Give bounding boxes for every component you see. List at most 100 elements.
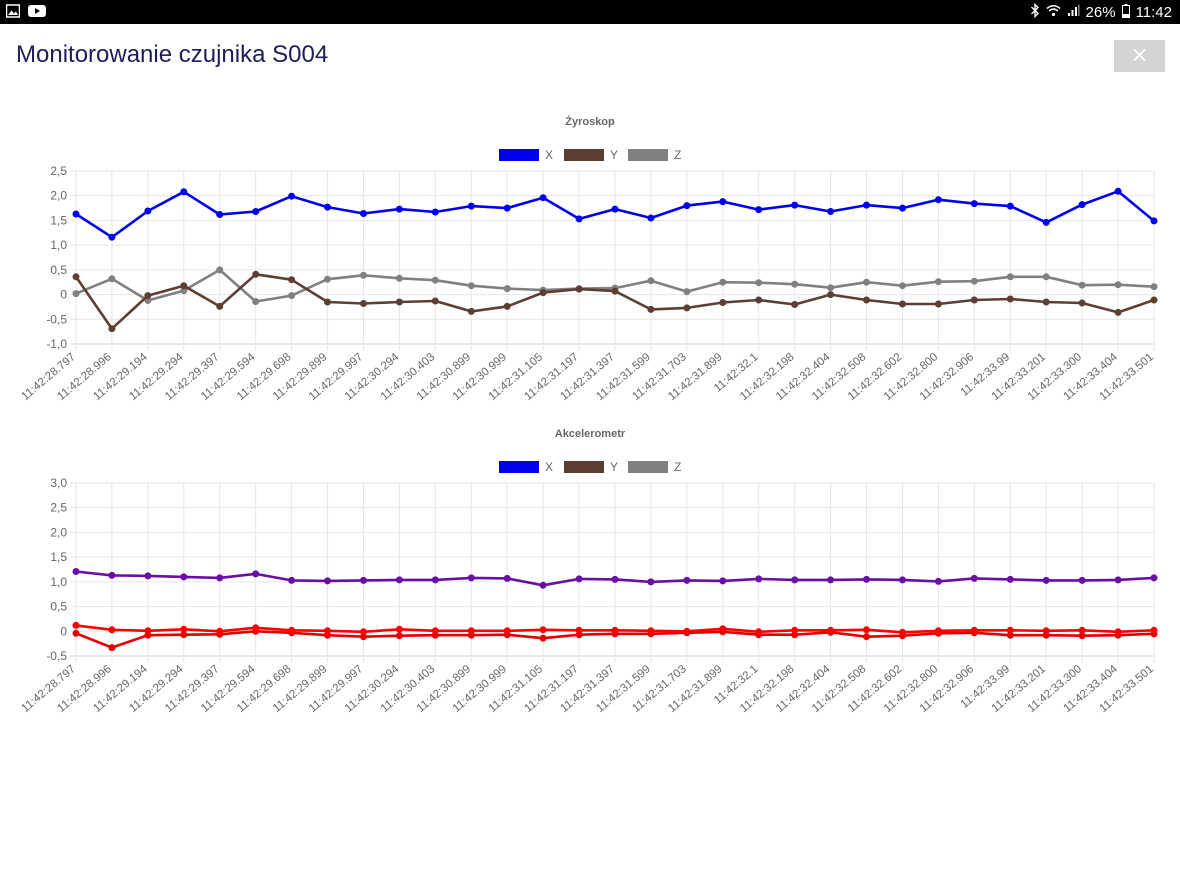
data-point-y	[827, 291, 835, 299]
data-point-x	[755, 206, 763, 214]
data-point-y	[899, 628, 906, 636]
y-tick-label: 2,0	[50, 189, 67, 203]
data-point-y	[72, 621, 80, 629]
data-point-y	[970, 626, 978, 634]
data-point-y	[611, 287, 619, 295]
data-point-x	[395, 576, 403, 584]
y-tick-label: 1,0	[50, 575, 67, 589]
youtube-icon	[28, 4, 46, 23]
data-point-x	[791, 201, 799, 209]
data-point-x	[575, 215, 583, 223]
data-point-y	[934, 627, 942, 635]
data-point-y	[611, 626, 619, 634]
data-point-y	[1078, 626, 1086, 634]
data-point-x	[899, 204, 906, 212]
data-point-x	[611, 575, 619, 583]
data-point-x	[1006, 575, 1014, 583]
data-point-x	[683, 202, 691, 210]
data-point-x	[827, 208, 835, 215]
y-tick-label: 0,5	[50, 600, 67, 614]
data-point-x	[899, 576, 906, 584]
data-point-y	[1042, 298, 1050, 306]
data-point-y	[791, 301, 799, 308]
data-point-y	[647, 627, 655, 635]
y-tick-label: -1,0	[46, 337, 67, 351]
data-point-z	[863, 633, 870, 641]
data-point-y	[683, 627, 691, 635]
data-point-x	[467, 574, 475, 582]
data-point-y	[791, 626, 799, 634]
data-point-y	[575, 285, 583, 293]
data-point-y	[1114, 308, 1122, 316]
data-point-y	[108, 626, 116, 634]
data-point-z	[72, 290, 80, 298]
legend-label-x: X	[545, 460, 553, 474]
data-point-y	[324, 627, 331, 635]
page-title: Monitorowanie czujnika S004	[16, 41, 329, 68]
legend-label-y: Y	[610, 148, 618, 162]
data-point-z	[647, 277, 655, 285]
data-point-x	[970, 200, 978, 208]
data-point-x	[108, 233, 116, 241]
data-point-y	[288, 276, 296, 284]
data-point-x	[1078, 201, 1086, 209]
data-point-z	[108, 275, 116, 283]
data-point-z	[863, 278, 870, 286]
data-point-x	[1006, 202, 1014, 210]
chart-title: Żyroskop	[565, 115, 615, 128]
data-point-x	[539, 581, 547, 589]
data-point-y	[719, 625, 727, 633]
legend-label-z: Z	[674, 460, 681, 474]
data-point-z	[288, 292, 296, 300]
data-point-z	[395, 632, 403, 640]
data-point-y	[216, 302, 224, 310]
data-point-y	[72, 273, 80, 281]
data-point-y	[108, 325, 116, 333]
data-point-x	[863, 201, 870, 209]
data-point-x	[395, 205, 403, 213]
data-point-x	[827, 576, 835, 584]
data-point-x	[431, 576, 439, 584]
data-point-x	[72, 568, 80, 575]
data-point-y	[539, 626, 547, 634]
data-point-x	[1078, 576, 1086, 584]
data-point-x	[611, 205, 619, 213]
y-tick-label: 2,5	[50, 501, 67, 515]
close-button[interactable]: ×	[1114, 40, 1165, 72]
data-point-x	[503, 204, 511, 212]
data-point-z	[503, 285, 511, 293]
data-point-x	[1114, 187, 1122, 195]
data-point-y	[144, 627, 152, 635]
data-point-x	[863, 575, 870, 583]
data-point-y	[1150, 626, 1158, 634]
legend-swatch-z	[628, 461, 668, 473]
data-point-y	[1114, 628, 1122, 636]
data-point-x	[970, 574, 978, 582]
data-point-y	[1006, 295, 1014, 303]
data-point-x	[791, 576, 799, 584]
status-bar: 26% 11:42	[0, 0, 1180, 24]
data-point-y	[252, 624, 260, 632]
data-point-y	[180, 625, 188, 633]
data-point-x	[934, 577, 942, 585]
data-point-x	[647, 214, 655, 222]
legend-swatch-x	[499, 461, 539, 473]
bluetooth-icon	[1030, 2, 1040, 22]
legend-swatch-z	[628, 149, 668, 161]
data-point-z	[539, 634, 547, 642]
data-point-y	[395, 625, 403, 633]
data-point-x	[1114, 576, 1122, 584]
data-point-z	[1078, 281, 1086, 289]
data-point-z	[72, 629, 80, 637]
legend-swatch-x	[499, 149, 539, 161]
data-point-y	[467, 627, 475, 635]
data-point-z	[755, 279, 763, 287]
data-point-y	[324, 298, 331, 306]
data-point-x	[683, 576, 691, 584]
data-point-y	[539, 289, 547, 297]
data-point-x	[144, 207, 152, 215]
clock: 11:42	[1135, 4, 1172, 21]
y-tick-label: 2,5	[50, 164, 67, 178]
